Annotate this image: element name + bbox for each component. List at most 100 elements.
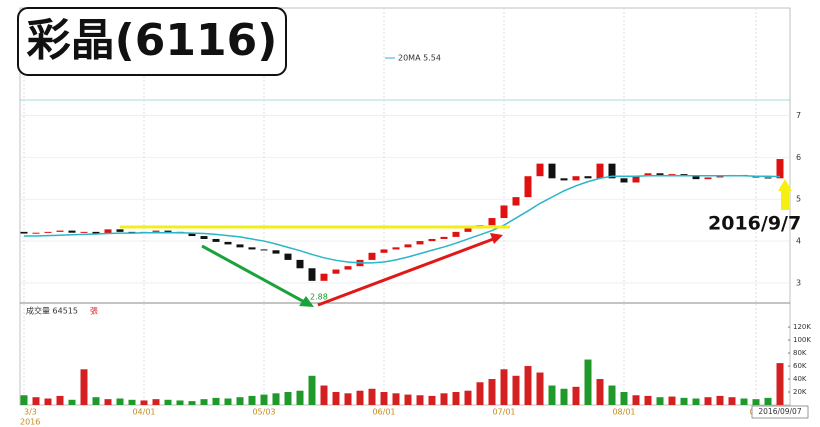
volume-bar [488,379,496,405]
candle [632,176,640,183]
candle [116,229,124,232]
volume-bar [284,392,292,405]
year-label: 2016 [20,418,40,427]
candle [548,163,556,179]
candle [392,247,400,250]
plot: 3 4 5 6 7 20K 40K 60K 80K 100K 120K 3/3 04/01 05/03 06… [20,8,811,417]
volume-bar [128,399,136,405]
volume-bar [92,397,100,405]
volume-bar [608,385,616,405]
volume-bar [680,397,688,405]
volume-bar [104,399,112,405]
volume-bar [164,399,172,405]
chart-title: 彩晶(6116) [27,15,278,66]
volume-bar [644,395,652,405]
volume-bar [68,399,76,405]
volume-bar [248,395,256,405]
volume-bar [176,400,184,405]
volume-bar [416,395,424,405]
candle [704,177,712,180]
candle [428,238,436,242]
candle [764,177,772,179]
candle [32,232,40,234]
legend-entry: 20MA 5.54 [398,54,441,63]
candle [320,273,328,281]
ma-line [24,175,781,264]
y-tick-label: 3 [796,278,801,287]
y2-tick-label: 60K [793,362,807,370]
candle [248,247,256,250]
volume-bar [404,394,412,405]
candle [524,176,532,198]
volume-bar [440,393,448,405]
candle [152,230,160,232]
low-label: 2.88 [310,293,328,302]
volume-bar [596,379,604,405]
volume-bar [392,393,400,405]
volume-bar [752,399,760,405]
candle [452,231,460,237]
y-tick-label: 5 [796,195,801,204]
volume-bar [668,396,676,405]
volume-bar [536,372,544,405]
marker-arrow [778,179,792,210]
volume-bar [212,397,220,405]
candle [656,173,664,175]
volume-bar [524,366,532,405]
volume-bar [188,401,196,405]
volume-unit: 張 [90,307,98,316]
y-tick-label: 4 [796,237,801,246]
candle [596,163,604,179]
volume-bar [272,393,280,405]
candle [68,230,76,233]
candle [416,241,424,245]
volume-bar [368,388,376,405]
volume-bar [56,395,64,405]
cursor-date: 2016/09/07 [758,407,801,416]
candle [308,268,316,281]
candle [512,197,520,206]
y2-tick-label: 120K [793,323,811,331]
candle [284,253,292,260]
y2-tick-label: 20K [793,388,807,396]
volume-bar [740,398,748,405]
candle [536,163,544,177]
candle [224,241,232,245]
volume-bar [704,397,712,405]
x-tick-label: 04/01 [132,408,155,417]
volume-bar [500,369,508,405]
volume-bar [356,390,364,405]
candle [380,249,388,253]
x-tick-label: 08/01 [612,408,635,417]
volume-label: 成交量 64515 [26,306,78,316]
volume-bar [116,398,124,405]
candle [560,178,568,181]
candle [104,229,112,234]
candle [272,250,280,254]
cursor-box [751,405,809,419]
x-tick-label: 07/01 [492,408,515,417]
candle [464,228,472,232]
candle [212,238,220,242]
volume-bar [464,390,472,405]
candle [128,231,136,233]
y2-tick-label: 100K [793,336,811,344]
volume-bar [380,392,388,405]
candle [488,218,496,226]
candle [584,176,592,179]
candle [776,159,784,179]
candle [296,259,304,269]
volume-bar [152,399,160,405]
candle [344,266,352,270]
volume-bar [32,397,40,405]
volume-bar [764,397,772,405]
volume-bar [512,375,520,405]
candle [80,231,88,233]
volume-bar [632,395,640,405]
candle [572,176,580,181]
volume-bar [428,395,436,405]
title-box [17,7,287,76]
y2-tick-label: 40K [793,375,807,383]
volume-bar [716,395,724,405]
